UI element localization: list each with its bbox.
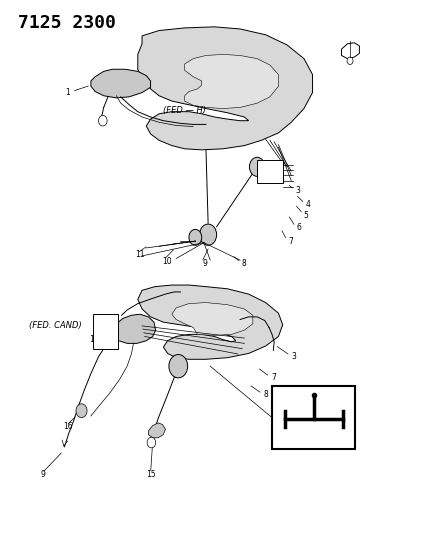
Text: 13: 13 xyxy=(90,335,99,344)
Text: 4: 4 xyxy=(306,200,311,209)
Text: 17: 17 xyxy=(314,438,324,447)
Polygon shape xyxy=(184,54,278,109)
Circle shape xyxy=(76,404,87,418)
Text: 8: 8 xyxy=(242,260,247,268)
Text: 16: 16 xyxy=(63,422,73,431)
Polygon shape xyxy=(138,285,283,359)
Text: 14: 14 xyxy=(106,336,116,345)
Text: 5: 5 xyxy=(304,211,308,220)
Text: 8: 8 xyxy=(263,390,268,399)
Text: 10: 10 xyxy=(162,257,172,265)
Text: 12: 12 xyxy=(142,323,152,332)
Text: 1: 1 xyxy=(65,88,70,97)
Text: 11: 11 xyxy=(135,250,145,259)
Circle shape xyxy=(147,437,156,448)
Polygon shape xyxy=(112,314,156,343)
Bar xyxy=(257,160,283,183)
Text: 3: 3 xyxy=(291,352,296,361)
Circle shape xyxy=(249,157,265,176)
Text: B: B xyxy=(115,77,120,86)
Text: 19: 19 xyxy=(327,409,336,418)
Text: 7: 7 xyxy=(288,237,293,246)
Text: 2: 2 xyxy=(348,47,353,56)
Text: 6: 6 xyxy=(296,223,301,232)
Circle shape xyxy=(347,57,353,64)
Text: 15: 15 xyxy=(147,470,156,479)
Polygon shape xyxy=(91,69,151,98)
Text: 18: 18 xyxy=(293,411,302,421)
Polygon shape xyxy=(148,423,166,438)
Text: 7: 7 xyxy=(271,373,276,382)
Polygon shape xyxy=(172,303,253,335)
Bar xyxy=(93,314,118,349)
Text: 3: 3 xyxy=(295,186,300,195)
Text: (FED — H): (FED — H) xyxy=(163,106,206,115)
Text: (FED. CAND): (FED. CAND) xyxy=(29,321,82,330)
Polygon shape xyxy=(138,27,313,150)
Bar xyxy=(272,386,355,449)
Circle shape xyxy=(99,115,107,126)
Text: 7125 2300: 7125 2300 xyxy=(18,13,116,31)
Circle shape xyxy=(199,224,217,245)
Polygon shape xyxy=(341,43,360,59)
Circle shape xyxy=(169,354,187,378)
Circle shape xyxy=(189,229,202,245)
Text: 9: 9 xyxy=(41,470,45,479)
Text: 9: 9 xyxy=(202,260,208,268)
Text: A: A xyxy=(103,80,109,89)
